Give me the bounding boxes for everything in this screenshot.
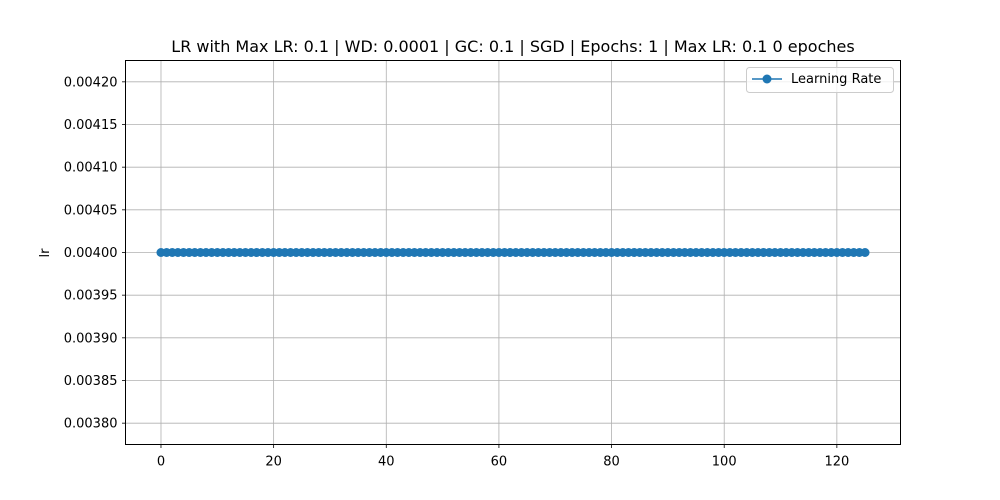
x-tick-label: 20 <box>265 455 282 470</box>
x-tick-label: 60 <box>491 455 508 470</box>
x-tick-label: 120 <box>824 455 849 470</box>
y-tick-label: 0.00410 <box>64 161 118 176</box>
y-tick-label: 0.00400 <box>64 246 118 261</box>
y-axis: 0.00380 0.00385 0.00390 0.00395 0.00400 0.004… <box>64 75 126 432</box>
y-tick-label: 0.00420 <box>64 75 118 90</box>
y-tick-label: 0.00405 <box>64 203 118 218</box>
series-learning-rate <box>156 248 870 257</box>
y-tick-label: 0.00415 <box>64 118 118 133</box>
x-axis: 0 20 40 60 80 100 120 <box>157 444 849 470</box>
x-tick-label: 80 <box>603 455 620 470</box>
x-tick-label: 40 <box>378 455 395 470</box>
y-tick-label: 0.00390 <box>64 331 118 346</box>
grid <box>125 60 901 445</box>
legend-box <box>746 67 894 93</box>
legend: Learning Rate <box>746 67 894 93</box>
chart-title: LR with Max LR: 0.1 | WD: 0.0001 | GC: 0… <box>171 37 854 56</box>
y-tick-label: 0.00385 <box>64 374 118 389</box>
y-tick-label: 0.00380 <box>64 417 118 432</box>
data-point <box>860 248 870 257</box>
x-tick-label: 0 <box>157 455 165 470</box>
x-tick-label: 100 <box>712 455 737 470</box>
legend-marker <box>762 74 772 84</box>
y-tick-label: 0.00395 <box>64 289 118 304</box>
legend-label: Learning Rate <box>791 72 881 87</box>
y-axis-label: lr <box>38 248 53 258</box>
